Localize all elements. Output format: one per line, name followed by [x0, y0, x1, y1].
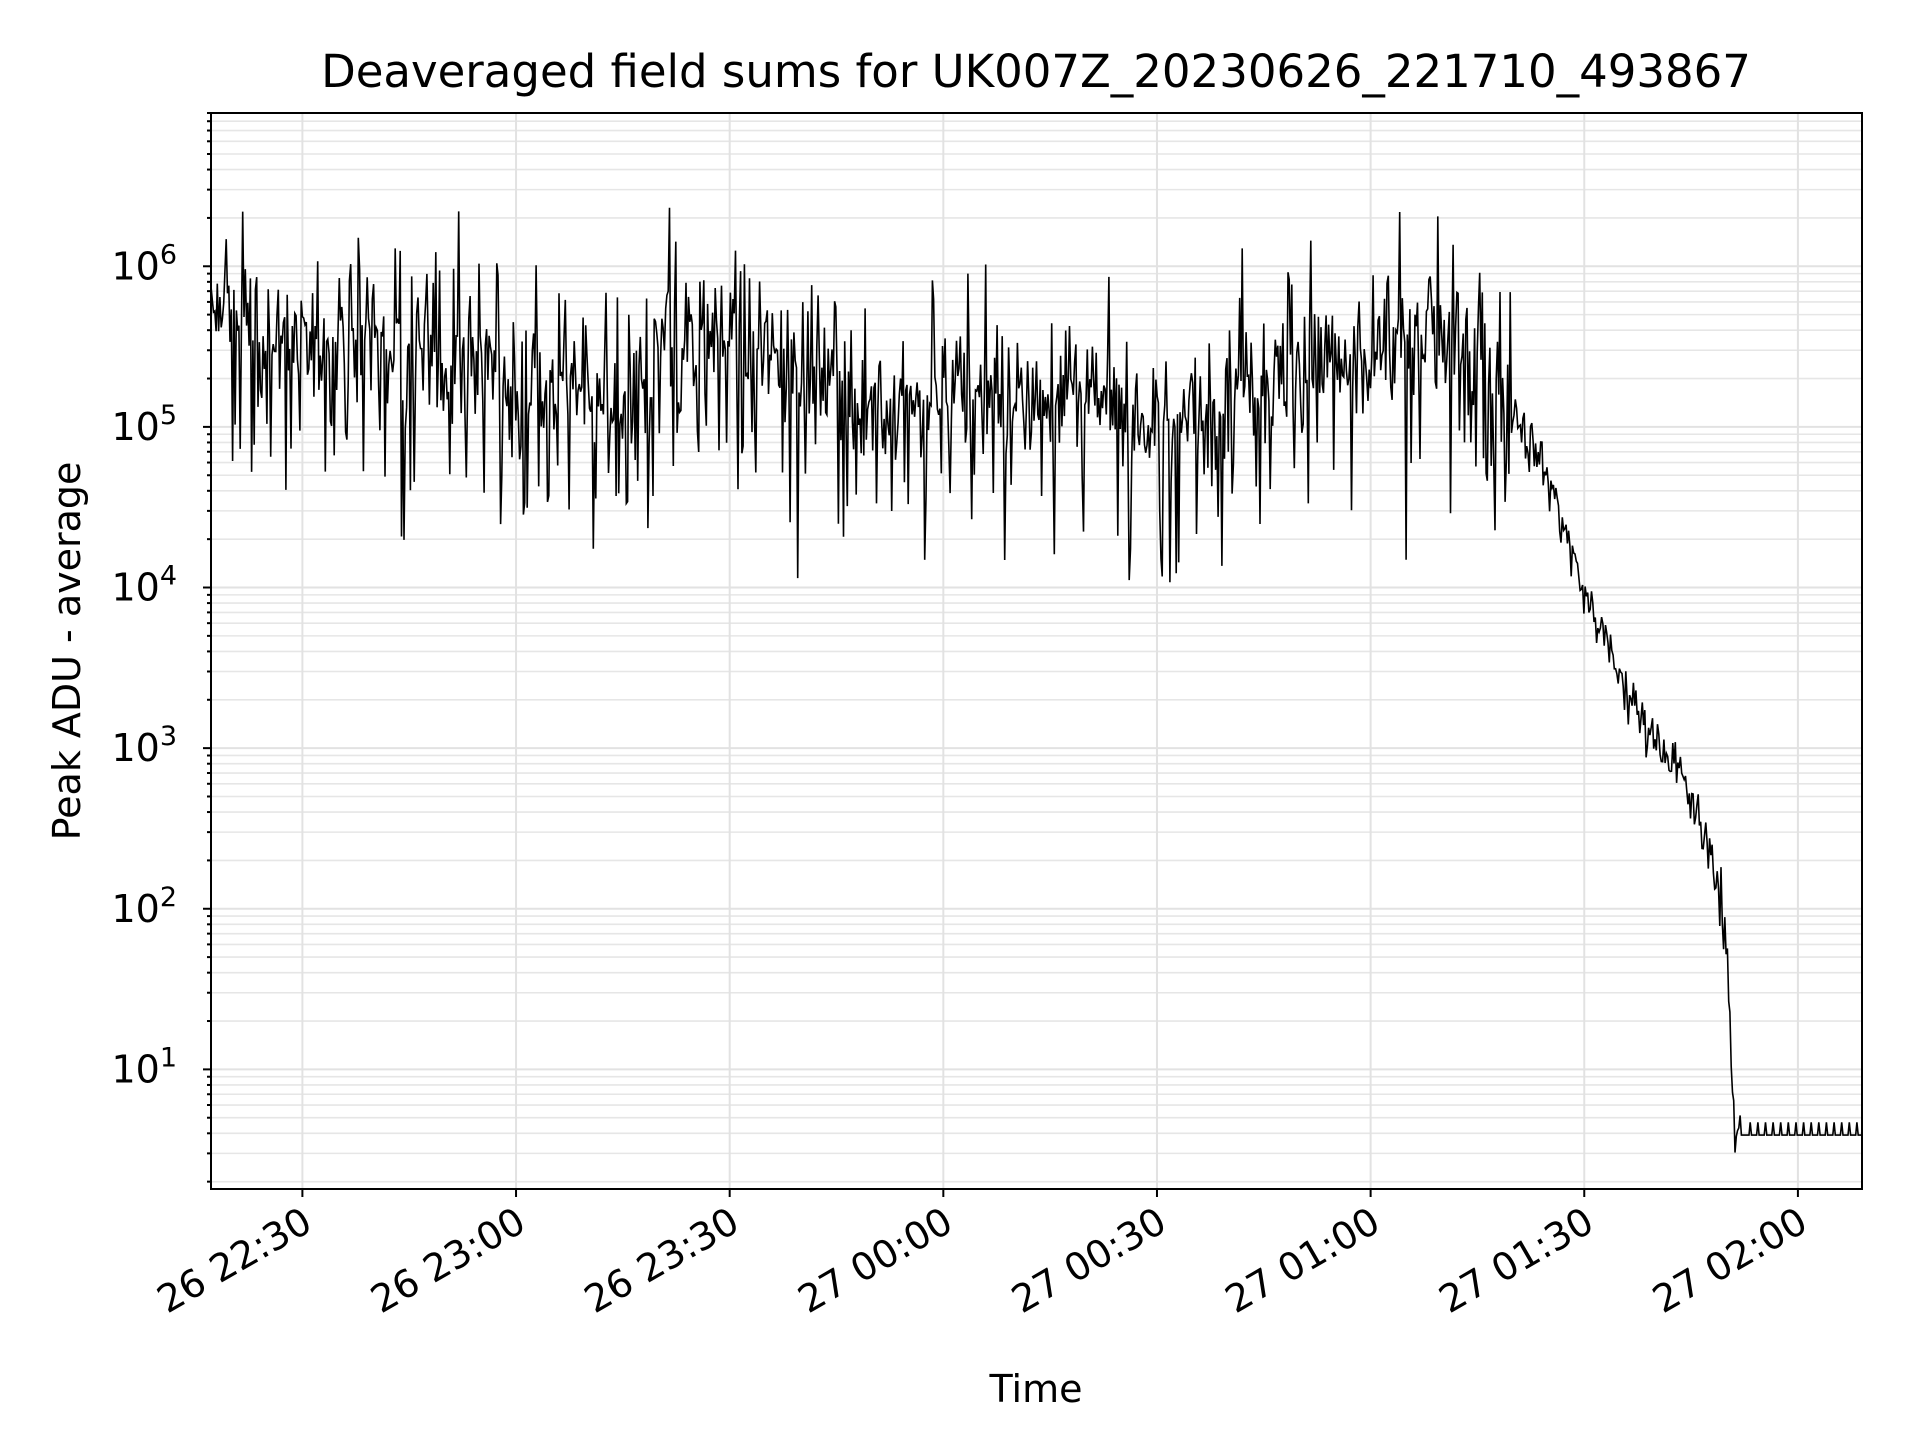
y-tick-label: 104 [111, 561, 177, 610]
y-tick-label: 103 [111, 721, 177, 770]
y-tick-label: 106 [111, 239, 177, 288]
chart-title: Deaveraged field sums for UK007Z_2023062… [321, 45, 1751, 98]
series-layer [210, 207, 1862, 1153]
grid [211, 112, 1862, 1189]
y-tick-label: 101 [111, 1042, 177, 1091]
x-axis-label: Time [989, 1367, 1083, 1411]
series-line-0 [210, 207, 1862, 1153]
plot-frame [210, 112, 1863, 1190]
y-tick-label: 105 [111, 400, 177, 449]
y-axis-label: Peak ADU - average [45, 462, 89, 841]
y-tick-label: 102 [111, 882, 177, 931]
